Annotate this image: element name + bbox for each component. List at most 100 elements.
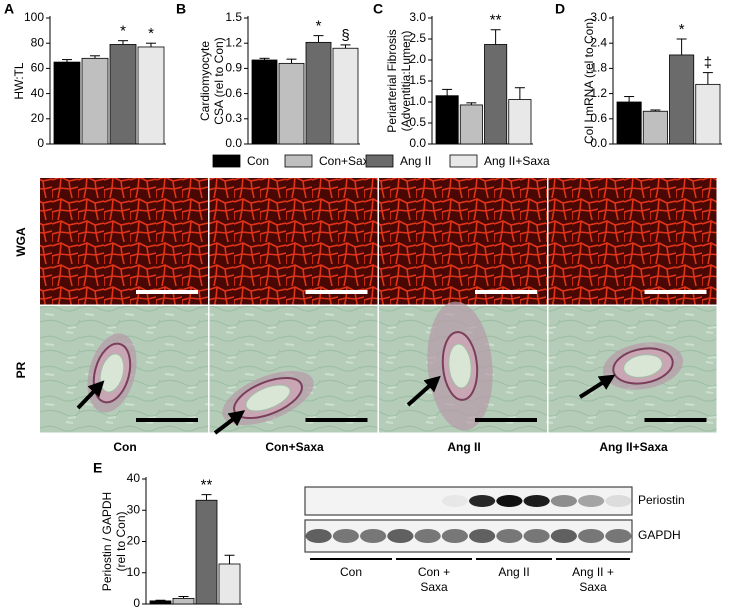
y-tick-label: 3.0 [590,10,607,24]
band-label: GAPDH [638,528,681,542]
band [360,529,387,543]
significance-mark: ** [490,12,502,29]
arrow [406,375,441,407]
legend-swatch [284,154,313,168]
y-axis-label: (Adventitia:Lumen) [399,31,413,132]
y-tick-label: 0.6 [590,111,607,125]
y-axis-label: HW:TL [12,62,26,99]
y-tick-label: 0.6 [225,86,242,100]
band [441,529,468,543]
significance-mark: ‡ [704,55,712,72]
y-tick-label: 2.5 [409,31,426,45]
bar [484,44,508,145]
y-tick-label: 10 [127,565,141,579]
significance-mark: * [679,21,685,38]
band [469,495,496,507]
panel-letter: C [373,1,383,17]
band [441,495,468,507]
bar [81,57,109,145]
bar [149,600,172,605]
panel-letter: D [555,1,565,17]
y-tick-label: 0 [37,136,44,150]
group-label: Con [340,565,362,579]
scale-bar [644,290,707,294]
significance-mark: * [316,18,322,35]
arrow [213,410,246,435]
y-tick-label: 0.0 [590,136,607,150]
band [605,495,632,507]
bar [669,54,695,145]
band [496,495,523,507]
arrow [76,380,105,410]
group-label: Saxa [579,580,607,594]
group-label: Ang II + [572,565,614,579]
band [496,529,523,543]
band [550,495,577,507]
scale-bar [305,418,368,422]
vessel-lumen [99,353,125,393]
micrograph [548,178,717,305]
y-tick-label: 1.2 [590,86,607,100]
scale-bar [305,290,368,294]
y-tick-label: 60 [31,61,45,75]
legend-label: Con [247,154,269,168]
band [305,529,332,543]
band-label: Periostin [638,493,685,507]
y-tick-label: 0.0 [225,136,242,150]
band [414,529,441,543]
y-tick-label: 40 [127,471,141,485]
bar [251,59,278,145]
column-label: Con+Saxa [265,440,324,454]
band [523,529,550,543]
y-tick-label: 0.5 [409,115,426,129]
y-tick-label: 40 [31,86,45,100]
bar [508,99,532,145]
panel-letter: A [4,1,14,17]
legend-swatch [449,154,478,168]
y-tick-label: 1.5 [225,10,242,24]
vessel-lumen [245,384,291,412]
bar [305,41,332,145]
bar [642,110,668,145]
bar [435,95,459,145]
column-label: Con [113,440,136,454]
y-tick-label: 1.2 [225,35,242,49]
band [469,529,496,543]
y-axis-label: Periostin / GAPDH [100,492,114,591]
y-tick-label: 3.0 [409,10,426,24]
band [605,529,632,543]
y-tick-label: 80 [31,35,45,49]
legend-label: Ang II+Saxa [484,154,550,168]
significance-mark: * [148,25,154,42]
y-tick-label: 30 [127,502,141,516]
blot-strip [304,519,633,553]
scale-bar [644,418,707,422]
column-label: Ang II+Saxa [599,440,668,454]
bar [695,83,721,145]
y-tick-label: 0 [133,596,140,609]
y-tick-label: 100 [24,10,44,24]
band [578,529,605,543]
band [387,529,414,543]
bar [218,563,241,605]
y-tick-label: 0.0 [409,136,426,150]
scale-bar [136,290,198,294]
legend-swatch [365,154,394,168]
band [332,529,359,543]
legend: Con Con+Saxa Ang II Ang II+Saxa [212,154,550,168]
group-label: Con + [418,565,450,579]
bar [172,597,195,605]
row-label: WGA [14,227,28,257]
blot-strip [304,486,633,516]
vessel-lumen [448,343,472,389]
vessel-lumen [623,354,663,378]
y-tick-label: 1.0 [409,94,426,108]
y-tick-label: 20 [127,534,141,548]
y-axis-label: Cardiomyocyte [198,41,212,121]
significance-mark: § [341,27,349,44]
band [550,529,577,543]
y-tick-label: 0.9 [225,61,242,75]
